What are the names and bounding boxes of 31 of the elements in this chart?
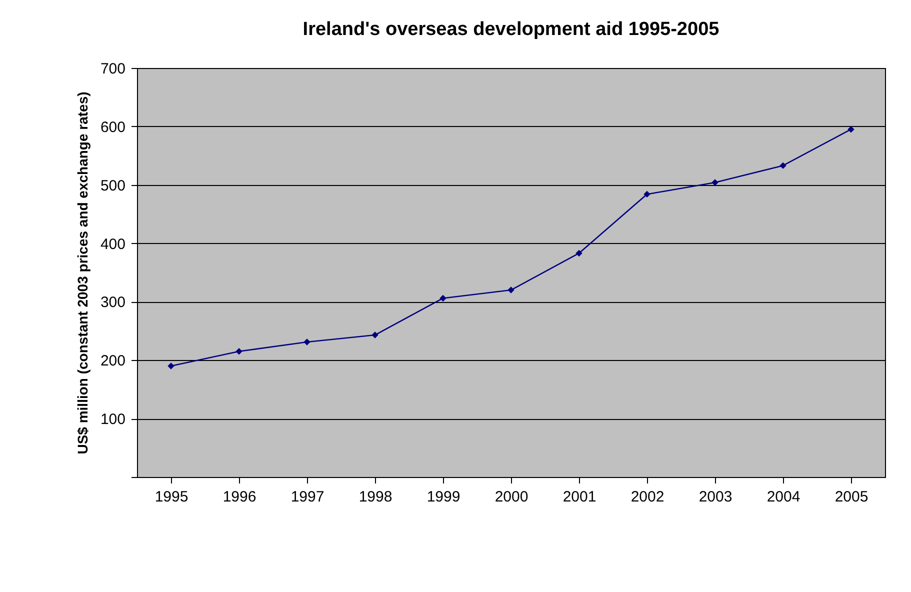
x-tick-label: 1995 [154, 488, 188, 506]
chart-title: Ireland's overseas development aid 1995-2005 [302, 19, 720, 40]
y-tick-label: 500 [100, 177, 126, 194]
point [848, 126, 854, 133]
y-tick-label: 600 [100, 118, 126, 136]
y-tick-label: 100 [100, 411, 126, 428]
y-tick-label: 700 [100, 60, 126, 78]
point [168, 362, 174, 370]
x-tick-label: 2000 [494, 488, 528, 506]
point [644, 190, 650, 198]
x-tick-label: 2003 [698, 488, 732, 506]
x-tick-label: 1998 [358, 488, 392, 506]
x-tick-label: 2004 [766, 488, 800, 506]
point [508, 286, 514, 294]
y-tick-label: 300 [100, 294, 126, 312]
point [236, 348, 242, 355]
point [780, 162, 786, 169]
y-axis-title: US$ million (constant 2003 prices and exchange rates) [74, 92, 90, 454]
point [372, 332, 378, 338]
y-tick-label: 200 [100, 352, 126, 370]
x-tick-label: 2001 [562, 488, 596, 506]
point [440, 294, 446, 302]
point [304, 338, 310, 346]
point [576, 250, 582, 257]
x-tick-label: 1999 [426, 488, 460, 506]
y-tick-label: 400 [100, 236, 126, 253]
x-tick-label: 2002 [630, 488, 664, 506]
x-tick-label: 2005 [834, 488, 868, 506]
x-tick-label: 1997 [290, 488, 324, 506]
point [712, 179, 718, 186]
x-tick-label: 1996 [222, 488, 256, 506]
